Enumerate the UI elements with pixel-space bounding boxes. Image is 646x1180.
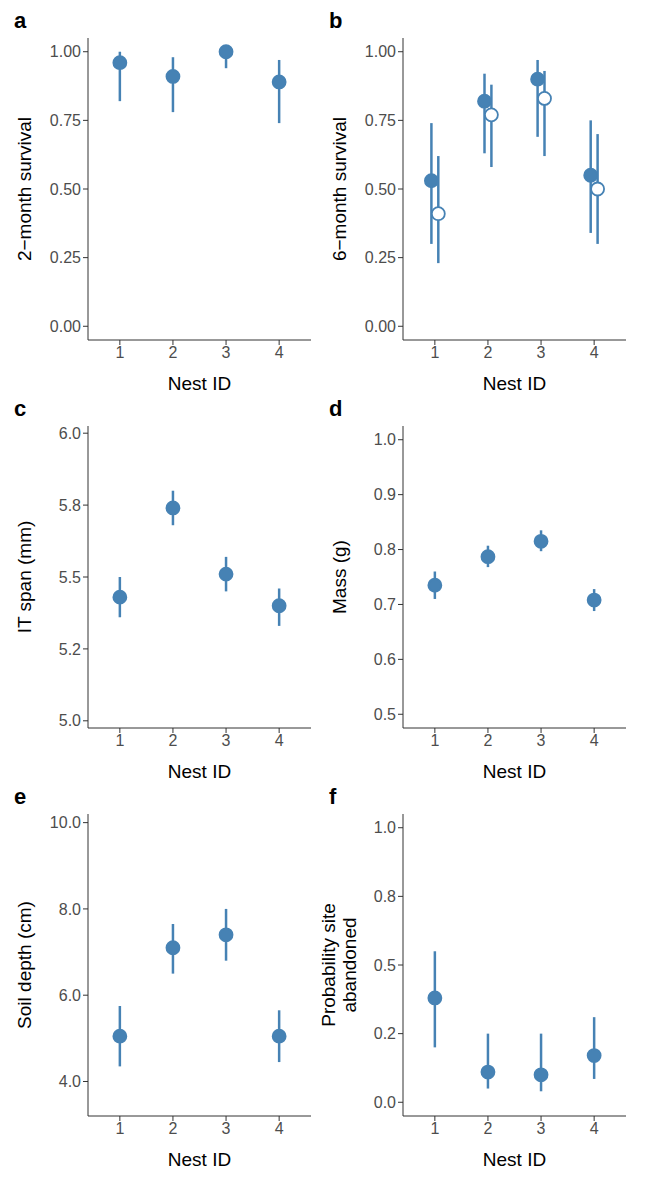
svg-text:4: 4	[275, 1120, 284, 1137]
html-text:2−month survival: 2−month survival	[13, 116, 35, 262]
svg-text:8.0: 8.0	[59, 901, 81, 918]
html-text:Mass (g): Mass (g)	[328, 540, 350, 614]
svg-text:1: 1	[430, 732, 439, 749]
svg-text:Nest ID: Nest ID	[483, 1149, 546, 1170]
html-text:Probability site abandoned: Probability site abandoned	[318, 903, 360, 1027]
svg-text:1.00: 1.00	[365, 43, 396, 60]
svg-text:6.0: 6.0	[59, 425, 81, 442]
html-text:b: b	[329, 8, 343, 33]
svg-text:4: 4	[275, 344, 284, 361]
html-text:d: d	[329, 396, 343, 421]
svg-text:3: 3	[537, 344, 546, 361]
html-text:a: a	[14, 8, 27, 33]
svg-text:1.00: 1.00	[50, 43, 81, 60]
html-text:Soil depth (cm): Soil depth (cm)	[13, 901, 35, 1029]
svg-text:0.5: 0.5	[374, 957, 396, 974]
svg-text:2: 2	[168, 344, 177, 361]
html-text:6−month survival: 6−month survival	[328, 116, 350, 262]
svg-text:0.75: 0.75	[365, 112, 396, 129]
svg-text:1: 1	[430, 1120, 439, 1137]
svg-text:4: 4	[590, 344, 599, 361]
svg-text:5.5: 5.5	[59, 569, 81, 586]
svg-text:5.2: 5.2	[59, 641, 81, 658]
svg-text:0.6: 0.6	[374, 651, 396, 668]
svg-text:0.25: 0.25	[50, 249, 81, 266]
svg-text:Nest ID: Nest ID	[168, 373, 231, 394]
svg-text:Nest ID: Nest ID	[483, 373, 546, 394]
svg-text:3: 3	[222, 732, 231, 749]
svg-text:2: 2	[483, 1120, 492, 1137]
svg-text:0.5: 0.5	[374, 706, 396, 723]
svg-text:3: 3	[537, 732, 546, 749]
svg-text:4: 4	[275, 732, 284, 749]
svg-text:3: 3	[222, 1120, 231, 1137]
svg-text:0.50: 0.50	[50, 181, 81, 198]
svg-text:Nest ID: Nest ID	[168, 761, 231, 782]
svg-text:1: 1	[115, 732, 124, 749]
svg-text:0.00: 0.00	[365, 318, 396, 335]
html-text:f: f	[329, 784, 337, 809]
svg-text:2: 2	[168, 1120, 177, 1137]
svg-text:1.0: 1.0	[374, 819, 396, 836]
html-text:e: e	[14, 784, 27, 809]
html-text:c: c	[14, 396, 27, 421]
svg-text:Nest ID: Nest ID	[483, 761, 546, 782]
svg-text:5.0: 5.0	[59, 712, 81, 729]
svg-text:4: 4	[590, 732, 599, 749]
svg-text:1: 1	[115, 344, 124, 361]
svg-text:0.50: 0.50	[365, 181, 396, 198]
svg-text:0.75: 0.75	[50, 112, 81, 129]
svg-text:4: 4	[590, 1120, 599, 1137]
svg-text:5.8: 5.8	[59, 497, 81, 514]
svg-text:Nest ID: Nest ID	[168, 1149, 231, 1170]
svg-text:1: 1	[430, 344, 439, 361]
svg-text:3: 3	[537, 1120, 546, 1137]
svg-text:2: 2	[168, 732, 177, 749]
svg-text:2: 2	[483, 732, 492, 749]
svg-text:4.0: 4.0	[59, 1073, 81, 1090]
html-text:IT span (mm): IT span (mm)	[13, 520, 35, 634]
svg-text:0.8: 0.8	[374, 541, 396, 558]
svg-text:0.00: 0.00	[50, 318, 81, 335]
svg-text:6.0: 6.0	[59, 987, 81, 1004]
svg-text:1.0: 1.0	[374, 431, 396, 448]
svg-text:1: 1	[115, 1120, 124, 1137]
svg-text:0.2: 0.2	[374, 1025, 396, 1042]
svg-text:3: 3	[222, 344, 231, 361]
svg-text:2: 2	[483, 344, 492, 361]
svg-text:0.7: 0.7	[374, 596, 396, 613]
svg-text:0.0: 0.0	[374, 1094, 396, 1111]
svg-text:0.8: 0.8	[374, 888, 396, 905]
svg-text:10.0: 10.0	[50, 814, 81, 831]
svg-text:0.9: 0.9	[374, 486, 396, 503]
svg-text:0.25: 0.25	[365, 249, 396, 266]
